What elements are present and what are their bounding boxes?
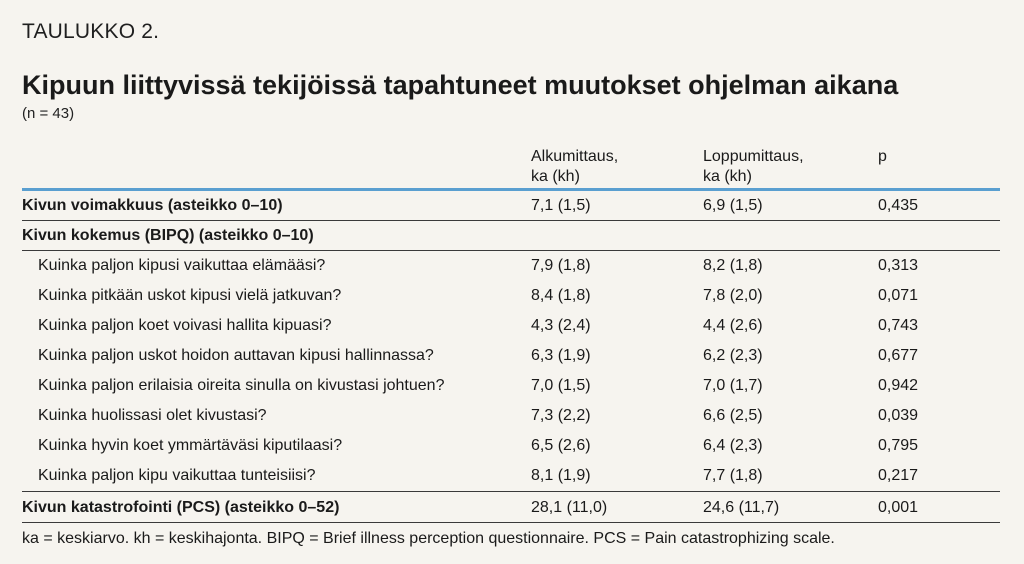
row-label: Kuinka paljon kipu vaikuttaa tunteisiisi… xyxy=(38,467,316,484)
row-start-value: 7,3 (2,2) xyxy=(531,407,591,424)
row-label: Kivun katastrofointi (PCS) (asteikko 0–5… xyxy=(22,499,340,516)
row-label: Kuinka paljon kipusi vaikuttaa elämääsi? xyxy=(38,257,326,274)
column-header-end-line2: ka (kh) xyxy=(703,168,752,185)
row-start-value: 4,3 (2,4) xyxy=(531,317,591,334)
table-footnote: ka = keskiarvo. kh = keskihajonta. BIPQ … xyxy=(22,530,835,547)
row-start-value: 7,1 (1,5) xyxy=(531,197,591,214)
row-label: Kuinka huolissasi olet kivustasi? xyxy=(38,407,267,424)
column-header-start-line2: ka (kh) xyxy=(531,168,580,185)
row-label: Kivun voimakkuus (asteikko 0–10) xyxy=(22,197,283,214)
table-row: Kuinka pitkään uskot kipusi vielä jatkuv… xyxy=(0,281,1024,311)
table-title: Kipuun liittyvissä tekijöissä tapahtunee… xyxy=(22,70,899,100)
row-divider xyxy=(22,250,1000,251)
row-start-value: 7,0 (1,5) xyxy=(531,377,591,394)
row-start-value: 8,1 (1,9) xyxy=(531,467,591,484)
row-start-value: 6,5 (2,6) xyxy=(531,437,591,454)
column-header-start: Alkumittaus, ka (kh) xyxy=(531,147,618,187)
row-label: Kuinka paljon uskot hoidon auttavan kipu… xyxy=(38,347,434,364)
header-rule xyxy=(22,188,1000,191)
table-row: Kuinka paljon koet voivasi hallita kipua… xyxy=(0,311,1024,341)
row-p-value: 0,071 xyxy=(878,287,919,304)
table-subtitle: (n = 43) xyxy=(22,105,75,122)
row-label: Kuinka pitkään uskot kipusi vielä jatkuv… xyxy=(38,287,342,304)
row-end-value: 7,0 (1,7) xyxy=(703,377,763,394)
column-header-end: Loppumittaus, ka (kh) xyxy=(703,147,804,187)
row-p-value: 0,217 xyxy=(878,467,919,484)
row-end-value: 6,6 (2,5) xyxy=(703,407,763,424)
table-row: Kuinka paljon kipusi vaikuttaa elämääsi?… xyxy=(0,251,1024,281)
row-p-value: 0,313 xyxy=(878,257,919,274)
row-end-value: 7,7 (1,8) xyxy=(703,467,763,484)
row-p-value: 0,795 xyxy=(878,437,919,454)
row-label: Kuinka paljon koet voivasi hallita kipua… xyxy=(38,317,332,334)
column-header-start-line1: Alkumittaus, xyxy=(531,148,619,165)
table-row: Kuinka paljon kipu vaikuttaa tunteisiisi… xyxy=(0,461,1024,491)
row-end-value: 7,8 (2,0) xyxy=(703,287,763,304)
table-row: Kivun katastrofointi (PCS) (asteikko 0–5… xyxy=(0,493,1024,523)
table-row: Kuinka hyvin koet ymmärtäväsi kiputilaas… xyxy=(0,431,1024,461)
row-p-value: 0,677 xyxy=(878,347,919,364)
row-end-value: 24,6 (11,7) xyxy=(703,499,780,516)
row-end-value: 6,9 (1,5) xyxy=(703,197,763,214)
section-label: Kivun kokemus (BIPQ) (asteikko 0–10) xyxy=(22,227,314,244)
row-end-value: 6,2 (2,3) xyxy=(703,347,763,364)
row-label: Kuinka paljon erilaisia oireita sinulla … xyxy=(38,377,445,394)
row-start-value: 28,1 (11,0) xyxy=(531,499,608,516)
row-divider xyxy=(22,220,1000,221)
row-end-value: 6,4 (2,3) xyxy=(703,437,763,454)
table-bottom-rule xyxy=(22,522,1000,523)
row-start-value: 7,9 (1,8) xyxy=(531,257,591,274)
table-kicker: TAULUKKO 2. xyxy=(22,20,160,43)
column-header-end-line1: Loppumittaus, xyxy=(703,148,804,165)
table-row: Kuinka paljon uskot hoidon auttavan kipu… xyxy=(0,341,1024,371)
row-label: Kuinka hyvin koet ymmärtäväsi kiputilaas… xyxy=(38,437,343,454)
row-start-value: 8,4 (1,8) xyxy=(531,287,591,304)
row-p-value: 0,435 xyxy=(878,197,919,214)
row-p-value: 0,942 xyxy=(878,377,919,394)
row-end-value: 8,2 (1,8) xyxy=(703,257,763,274)
row-p-value: 0,743 xyxy=(878,317,919,334)
row-start-value: 6,3 (1,9) xyxy=(531,347,591,364)
row-end-value: 4,4 (2,6) xyxy=(703,317,763,334)
column-header-p: p xyxy=(878,148,887,165)
row-divider xyxy=(22,491,1000,492)
row-p-value: 0,039 xyxy=(878,407,919,424)
table-row: Kuinka paljon erilaisia oireita sinulla … xyxy=(0,371,1024,401)
table-row: Kivun voimakkuus (asteikko 0–10) 7,1 (1,… xyxy=(0,191,1024,221)
row-p-value: 0,001 xyxy=(878,499,919,516)
table-row: Kuinka huolissasi olet kivustasi? 7,3 (2… xyxy=(0,401,1024,431)
table-row: Kivun kokemus (BIPQ) (asteikko 0–10) xyxy=(0,221,1024,251)
